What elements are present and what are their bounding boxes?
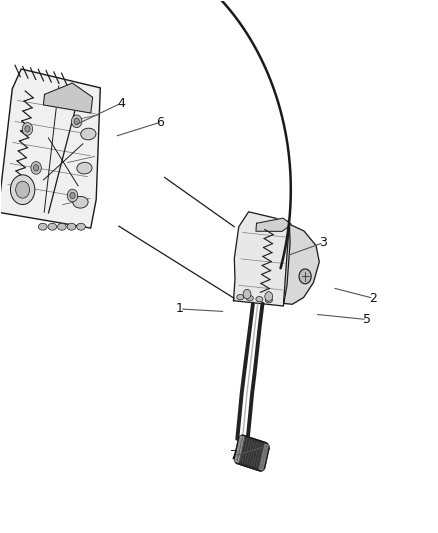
Ellipse shape xyxy=(48,223,57,230)
Ellipse shape xyxy=(77,223,85,230)
Text: 5: 5 xyxy=(363,313,371,326)
Text: 6: 6 xyxy=(156,116,164,129)
Polygon shape xyxy=(235,436,244,462)
Polygon shape xyxy=(233,212,290,306)
Circle shape xyxy=(11,175,35,205)
Circle shape xyxy=(299,269,311,284)
Ellipse shape xyxy=(81,128,96,140)
Circle shape xyxy=(71,115,82,128)
Circle shape xyxy=(25,126,30,132)
Text: 7: 7 xyxy=(230,449,238,462)
Circle shape xyxy=(22,123,33,135)
Ellipse shape xyxy=(67,223,76,230)
Circle shape xyxy=(67,189,78,202)
Ellipse shape xyxy=(77,163,92,174)
Ellipse shape xyxy=(265,297,272,303)
Polygon shape xyxy=(256,218,291,231)
Circle shape xyxy=(16,181,30,198)
Polygon shape xyxy=(259,444,268,470)
Polygon shape xyxy=(234,435,269,471)
Circle shape xyxy=(243,289,251,299)
Ellipse shape xyxy=(39,223,47,230)
Polygon shape xyxy=(43,83,92,113)
Ellipse shape xyxy=(73,197,88,208)
Ellipse shape xyxy=(256,296,263,302)
Polygon shape xyxy=(0,69,100,228)
Ellipse shape xyxy=(57,223,66,230)
Circle shape xyxy=(74,118,79,125)
Text: 4: 4 xyxy=(117,96,125,110)
Polygon shape xyxy=(283,224,319,304)
Circle shape xyxy=(265,292,272,301)
Text: 2: 2 xyxy=(370,292,378,305)
Circle shape xyxy=(70,192,75,199)
Circle shape xyxy=(31,161,41,174)
Circle shape xyxy=(34,165,39,171)
Ellipse shape xyxy=(237,295,244,300)
Text: 1: 1 xyxy=(176,302,184,316)
Ellipse shape xyxy=(246,295,253,301)
Text: 3: 3 xyxy=(319,236,327,249)
